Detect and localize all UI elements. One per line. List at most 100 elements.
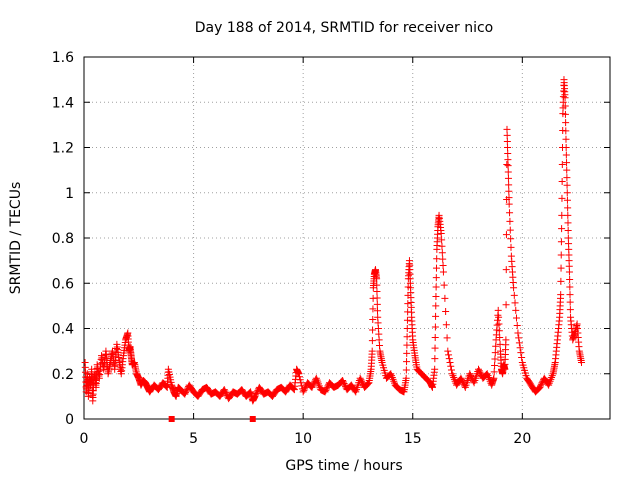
data-points: [81, 76, 586, 422]
data-point: [492, 342, 500, 350]
data-point: [562, 127, 570, 135]
data-point: [563, 166, 571, 174]
data-point: [301, 385, 309, 393]
data-point: [444, 347, 452, 355]
data-point: [374, 307, 382, 315]
data-point: [447, 362, 455, 370]
data-point: [432, 283, 440, 291]
data-point: [536, 383, 544, 391]
data-point: [491, 355, 499, 363]
data-point: [309, 382, 317, 390]
data-point: [563, 196, 571, 204]
data-point: [403, 341, 411, 349]
data-point: [504, 150, 512, 158]
data-point: [491, 349, 499, 357]
data-point: [442, 321, 450, 329]
y-tick-label: 1: [65, 186, 74, 202]
data-point: [557, 264, 565, 272]
data-point: [251, 392, 259, 400]
data-point: [558, 225, 566, 233]
data-point: [299, 388, 307, 396]
data-point: [369, 326, 377, 334]
data-point: [505, 187, 513, 195]
data-point: [564, 204, 572, 212]
data-point: [566, 306, 574, 314]
data-point: [437, 229, 445, 237]
data-point: [511, 299, 519, 307]
data-point: [368, 347, 376, 355]
x-tick-label: 10: [294, 431, 312, 447]
x-tick-label: 5: [189, 431, 198, 447]
data-point: [402, 374, 410, 382]
grid: [84, 57, 610, 419]
data-point: [301, 383, 309, 391]
data-point: [562, 119, 570, 127]
data-point: [507, 243, 515, 251]
data-point: [504, 162, 512, 170]
data-point: [564, 219, 572, 227]
data-point: [431, 355, 439, 363]
data-point: [476, 368, 484, 376]
data-point: [445, 355, 453, 363]
data-point: [222, 389, 230, 397]
data-point: [439, 255, 447, 263]
data-point: [558, 211, 566, 219]
data-point: [439, 262, 447, 270]
y-tick-label: 0.8: [52, 231, 74, 247]
data-point: [438, 242, 446, 250]
data-point: [515, 334, 523, 342]
data-point: [564, 211, 572, 219]
data-point: [558, 194, 566, 202]
data-point: [403, 333, 411, 341]
data-point: [431, 334, 439, 342]
y-tick-label: 1.2: [52, 141, 74, 157]
data-point: [564, 226, 572, 234]
data-point: [512, 314, 520, 322]
data-point: [510, 284, 518, 292]
data-point: [443, 334, 451, 342]
data-point: [373, 281, 381, 289]
data-point: [565, 268, 573, 276]
data-point: [440, 281, 448, 289]
outlier-point: [249, 416, 256, 422]
data-point: [506, 226, 514, 234]
data-point: [438, 249, 446, 257]
outlier-point: [168, 416, 175, 422]
data-point: [477, 370, 485, 378]
data-point: [537, 380, 545, 388]
data-point: [563, 181, 571, 189]
data-point: [563, 159, 571, 167]
data-point: [295, 370, 303, 378]
y-tick-label: 0.4: [52, 322, 74, 338]
data-point: [368, 337, 376, 345]
data-point: [441, 294, 449, 302]
data-point: [518, 354, 526, 362]
data-point: [561, 110, 569, 118]
data-point: [220, 386, 228, 394]
data-point: [458, 376, 466, 384]
data-point: [369, 315, 377, 323]
data-point: [402, 366, 410, 374]
data-point: [432, 312, 440, 320]
data-point: [357, 376, 365, 384]
x-tick-label: 0: [80, 431, 89, 447]
data-point: [447, 366, 455, 374]
data-point: [438, 236, 446, 244]
data-point: [297, 379, 305, 387]
data-point: [363, 380, 371, 388]
data-point: [563, 189, 571, 197]
data-point: [504, 168, 512, 176]
data-point: [339, 378, 347, 386]
data-point: [323, 385, 331, 393]
data-point: [502, 336, 510, 344]
data-point: [162, 382, 170, 390]
data-point: [296, 376, 304, 384]
data-point: [373, 288, 381, 296]
data-point: [432, 264, 440, 272]
data-point: [446, 358, 454, 366]
data-point: [557, 291, 565, 299]
data-point: [296, 373, 304, 381]
data-point: [403, 349, 411, 357]
data-point: [517, 349, 525, 357]
data-point: [433, 255, 441, 263]
